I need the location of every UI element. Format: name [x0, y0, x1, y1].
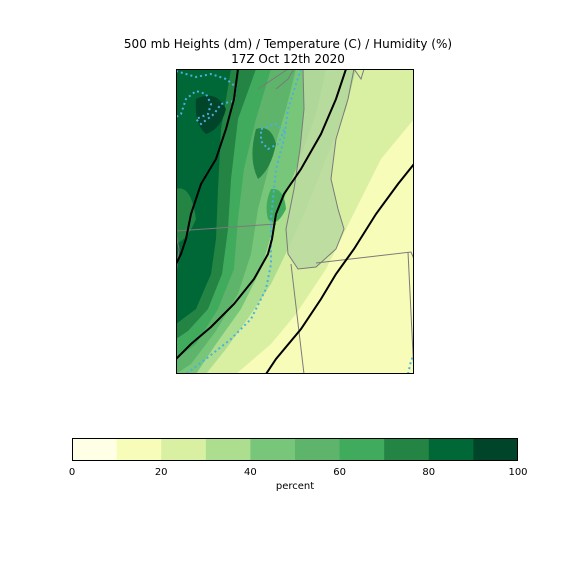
colorbar-frame [72, 438, 518, 461]
lake-outline [285, 69, 355, 270]
colorbar-swatch [295, 438, 341, 461]
colorbar-swatch [72, 438, 118, 461]
coastline [275, 69, 295, 90]
colorbar-tick-label: 40 [244, 467, 257, 478]
colorbar-swatch [161, 438, 207, 461]
state-border [176, 223, 277, 232]
colorbar-tick-label: 80 [422, 467, 436, 478]
height-contour [265, 163, 414, 374]
coastline [257, 69, 289, 90]
humidity-band-80-90 [176, 69, 231, 324]
temperature-contour [260, 122, 286, 151]
chart-title: 500 mb Heights (dm) / Temperature (C) / … [123, 37, 453, 51]
chart-timestamp: 17Z Oct 12th 2020 [231, 52, 345, 66]
colorbar [72, 438, 518, 461]
colorbar-label: percent [275, 481, 315, 492]
coastline [353, 69, 365, 81]
humidity-map [176, 69, 414, 374]
humidity-band-90-100 [195, 95, 226, 134]
colorbar-tick-label: 60 [333, 467, 346, 478]
humidity-patch [176, 188, 196, 244]
colorbar-tick-label: 0 [68, 467, 76, 478]
temperature-contour [176, 70, 238, 126]
colorbar-tick-label: 100 [508, 467, 528, 478]
colorbar-swatch [205, 438, 251, 461]
colorbar-swatch [250, 438, 296, 461]
height-contour [176, 69, 239, 265]
state-border [290, 263, 305, 374]
colorbar-swatch [428, 438, 474, 461]
colorbar-swatch [473, 438, 518, 461]
colorbar-swatch [339, 438, 385, 461]
colorbar-tick-label: 20 [154, 467, 168, 478]
colorbar-swatch [116, 438, 162, 461]
colorbar-swatch [384, 438, 430, 461]
humidity-patch [266, 188, 286, 223]
map-frame [176, 69, 414, 374]
height-contour [176, 69, 347, 360]
humidity-patch [252, 128, 276, 179]
